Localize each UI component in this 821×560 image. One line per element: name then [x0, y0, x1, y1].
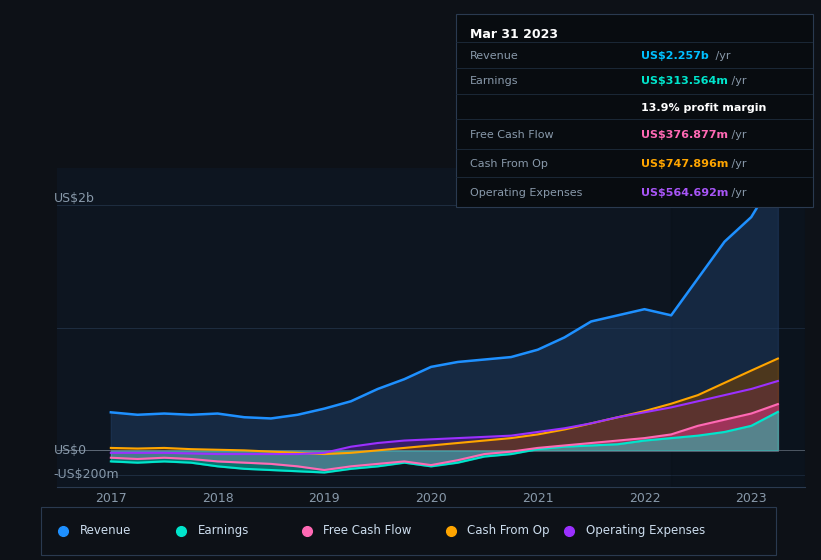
- Text: US$313.564m: US$313.564m: [641, 76, 728, 86]
- Text: Free Cash Flow: Free Cash Flow: [323, 524, 411, 537]
- Text: /yr: /yr: [727, 158, 746, 169]
- Text: Earnings: Earnings: [470, 76, 518, 86]
- Text: Cash From Op: Cash From Op: [470, 158, 548, 169]
- Text: Operating Expenses: Operating Expenses: [585, 524, 705, 537]
- Text: US$376.877m: US$376.877m: [641, 130, 728, 140]
- Text: US$2b: US$2b: [53, 192, 94, 205]
- Text: /yr: /yr: [727, 76, 746, 86]
- Text: Mar 31 2023: Mar 31 2023: [470, 27, 558, 40]
- Text: -US$200m: -US$200m: [53, 468, 119, 482]
- Text: /yr: /yr: [727, 130, 746, 140]
- Text: US$747.896m: US$747.896m: [641, 158, 729, 169]
- Text: Cash From Op: Cash From Op: [467, 524, 550, 537]
- Text: Earnings: Earnings: [198, 524, 249, 537]
- Text: US$564.692m: US$564.692m: [641, 188, 729, 198]
- Text: /yr: /yr: [712, 50, 731, 60]
- Text: US$2.257b: US$2.257b: [641, 50, 709, 60]
- Text: Revenue: Revenue: [470, 50, 519, 60]
- Bar: [672, 168, 805, 487]
- Text: /yr: /yr: [727, 188, 746, 198]
- Text: Revenue: Revenue: [80, 524, 131, 537]
- Text: US$0: US$0: [53, 444, 87, 457]
- Text: Free Cash Flow: Free Cash Flow: [470, 130, 553, 140]
- Text: 13.9% profit margin: 13.9% profit margin: [641, 102, 767, 113]
- Text: Operating Expenses: Operating Expenses: [470, 188, 582, 198]
